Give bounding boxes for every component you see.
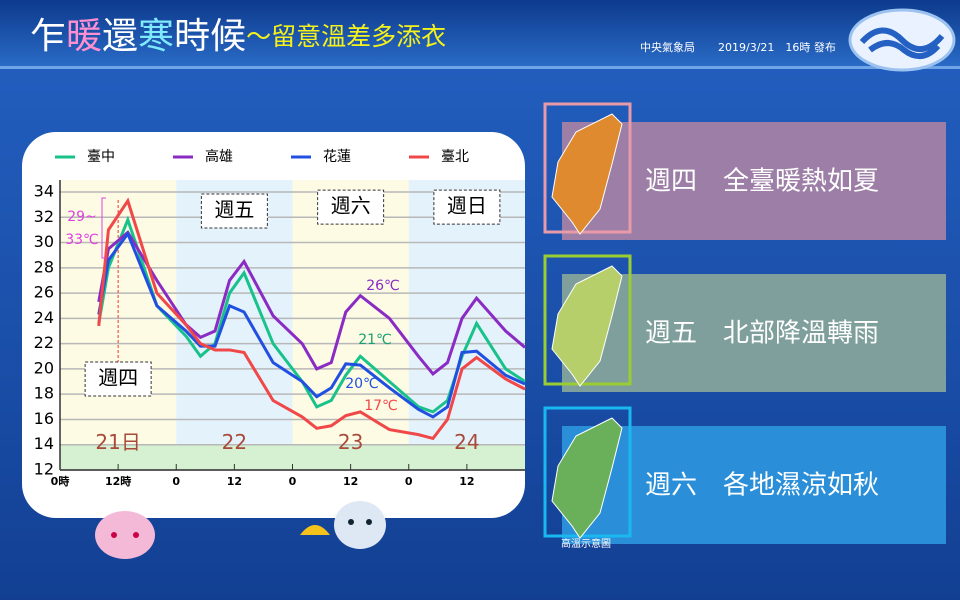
y-tick-label: 34: [34, 182, 54, 201]
title-part: 還: [102, 16, 138, 57]
y-tick-label: 32: [34, 207, 54, 226]
x-tick-label: 12時: [105, 474, 131, 488]
series-line: [97, 230, 526, 419]
panel: [562, 426, 946, 544]
map-island: [551, 417, 623, 539]
annotation: 29~: [67, 209, 97, 225]
y-tick-label: 28: [34, 257, 54, 276]
legend-label: 臺北: [441, 149, 469, 165]
title-part: 寒: [138, 16, 174, 57]
day-box: [84, 361, 152, 397]
agency: 中央氣象局: [640, 40, 695, 54]
panel-text: 週六 各地濕涼如秋: [645, 471, 879, 501]
y-tick-label: 24: [34, 308, 54, 327]
y-tick-label: 14: [34, 434, 54, 453]
y-tick-label: 22: [34, 333, 54, 352]
day-name: 週四: [98, 366, 138, 390]
day-box: [433, 189, 501, 225]
map-caption: 高溫示意圖: [561, 537, 611, 550]
logo-mark: [859, 27, 945, 59]
day-number: 22: [222, 430, 247, 454]
day-box: [317, 189, 385, 225]
series-line: [97, 197, 526, 441]
x-tick-label: 12: [343, 475, 358, 488]
legend-label: 臺中: [87, 149, 115, 165]
mascots: [95, 501, 386, 559]
annotation: 21℃: [358, 332, 392, 348]
map-island: [551, 265, 623, 387]
map-frame: [543, 406, 632, 538]
title-part: 暖: [66, 16, 102, 57]
header-bar: [0, 0, 960, 68]
day-name: 週五: [214, 197, 254, 221]
day-number: 23: [338, 430, 363, 454]
y-tick-label: 26: [34, 283, 54, 302]
y-tick-label: 16: [34, 409, 54, 428]
y-tick-label: 12: [34, 460, 54, 479]
annotation: 17℃: [364, 398, 398, 414]
y-tick-label: 18: [34, 384, 54, 403]
panel: [562, 274, 946, 392]
panel: [562, 122, 946, 240]
header-rule: [0, 66, 960, 69]
day-band: [408, 180, 525, 470]
day-box: [200, 193, 268, 229]
x-tick-label: 0: [289, 475, 297, 488]
day-number: 24: [454, 430, 479, 454]
day-name: 週六: [331, 194, 371, 218]
title-part: ～留意溫差多添衣: [246, 22, 446, 51]
y-tick-label: 30: [34, 232, 54, 251]
x-tick-label: 12: [459, 475, 474, 488]
series-line: [97, 230, 526, 377]
annotation: 33℃: [65, 232, 99, 248]
map-frame: [543, 254, 632, 386]
map-island: [551, 113, 623, 235]
title-part: 時候: [174, 16, 246, 57]
annotation: 20℃: [345, 376, 379, 392]
x-tick-label: 0: [172, 475, 180, 488]
map-frame: [543, 102, 632, 234]
panel-text: 週四 全臺暖熱如夏: [645, 167, 879, 197]
issued: 2019/3/21 16時 發布: [718, 40, 836, 54]
day-name: 週日: [447, 194, 487, 218]
title: 乍暖還寒時候～留意溫差多添衣: [30, 16, 446, 57]
legend-label: 花蓮: [323, 149, 351, 165]
annotation: 26℃: [366, 278, 400, 294]
day-number: 21日: [95, 430, 140, 454]
x-tick-label: 12: [227, 475, 242, 488]
day-band: [292, 180, 409, 470]
legend-label: 高雄: [205, 148, 233, 165]
panel-text: 週五 北部降溫轉雨: [645, 319, 879, 349]
bracket: [101, 197, 106, 259]
y-tick-label: 20: [34, 358, 54, 377]
title-part: 乍: [30, 16, 66, 57]
x-tick-label: 0: [405, 475, 413, 488]
x-tick-label: 0時: [51, 474, 70, 488]
